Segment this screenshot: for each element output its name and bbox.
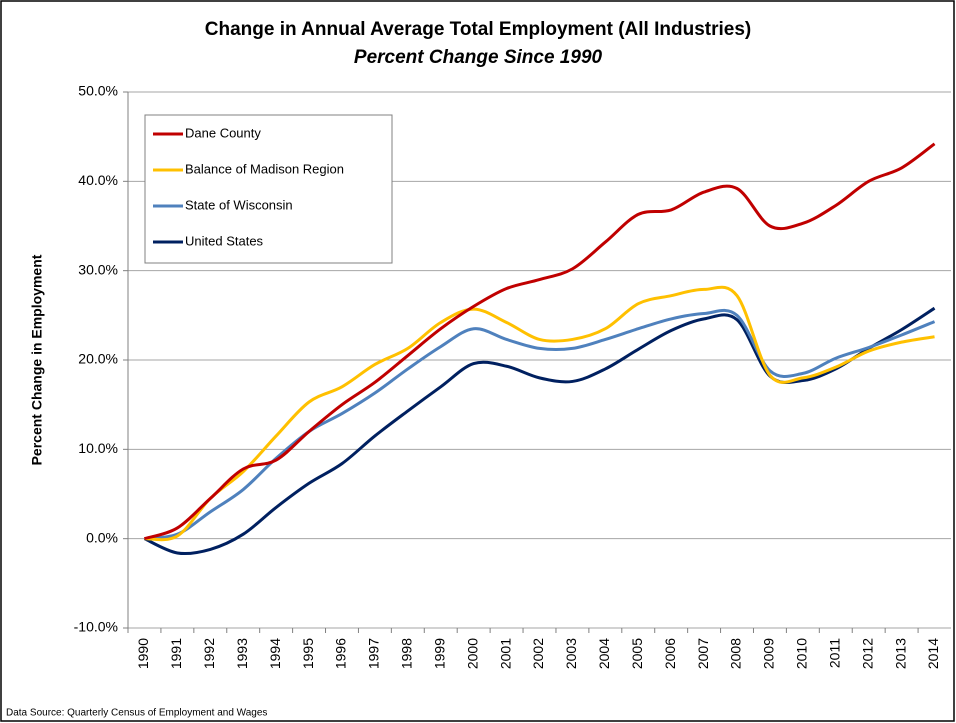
x-tick-label: 2011 [826,638,842,668]
x-tick-label: 2008 [728,638,744,669]
x-tick-label: 2009 [761,638,777,669]
legend-label: Dane County [185,125,261,140]
y-tick-label: 50.0% [78,83,118,99]
x-tick-label: 1996 [333,638,349,669]
y-tick-label: -10.0% [74,619,118,635]
source-note: Data Source: Quarterly Census of Employm… [6,708,267,719]
series-line [143,142,936,541]
x-tick-label: 2007 [695,638,711,669]
x-tick-label: 1990 [135,638,151,669]
series-line [144,285,935,542]
x-tick-label: 2010 [794,638,810,669]
y-tick-label: 40.0% [78,172,118,188]
x-tick-label: 2000 [464,638,480,669]
chart-title: Change in Annual Average Total Employmen… [205,19,752,40]
series-line [143,306,936,556]
y-axis-label: Percent Change in Employment [29,254,45,465]
x-tick-label: 1991 [168,638,184,669]
y-tick-label: 20.0% [78,351,118,367]
x-tick-label: 1992 [201,638,217,669]
x-tick-label: 2006 [662,638,678,669]
x-tick-label: 1995 [300,638,316,669]
legend-box [144,114,393,264]
x-tick-label: 2001 [497,638,513,669]
x-tick-label: 1993 [234,638,250,669]
x-tick-label: 2013 [892,638,908,669]
x-tick-label: 1998 [399,638,415,669]
x-tick-label: 2004 [596,638,612,669]
x-tick-label: 1994 [267,638,283,669]
chart-subtitle: Percent Change Since 1990 [354,47,603,68]
series-line [144,308,936,541]
y-tick-label: 0.0% [86,529,118,545]
y-tick-label: 30.0% [78,261,118,277]
x-tick-label: 2002 [530,638,546,669]
x-tick-label: 2012 [859,638,875,669]
x-tick-label: 2005 [629,638,645,669]
x-tick-label: 2003 [563,638,579,669]
legend-label: Balance of Madison Region [185,161,344,176]
x-tick-label: 1997 [366,638,382,669]
x-tick-label: 1999 [431,638,447,669]
legend-label: United States [185,233,264,248]
legend-label: State of Wisconsin [185,197,293,212]
y-tick-label: 10.0% [78,440,118,456]
x-tick-label: 2014 [925,638,941,669]
